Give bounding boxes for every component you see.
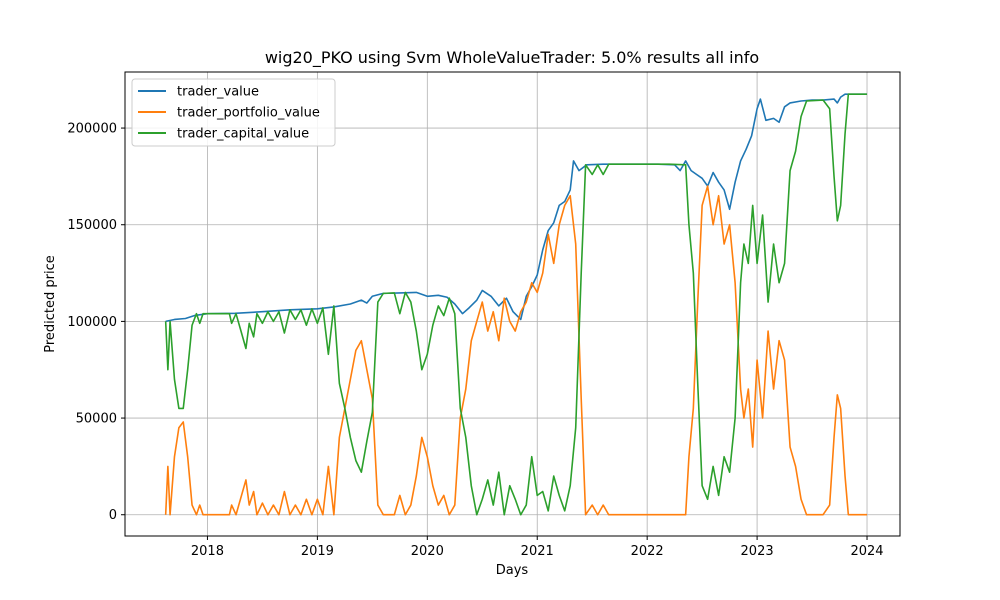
y-axis-label: Predicted price — [43, 255, 58, 353]
y-tick-label: 150000 — [67, 218, 117, 233]
x-tick-label: 2018 — [191, 544, 224, 559]
x-axis-label: Days — [496, 563, 529, 578]
x-tick-label: 2019 — [301, 544, 334, 559]
legend-label: trader_portfolio_value — [177, 106, 320, 121]
y-tick-label: 0 — [109, 508, 117, 523]
legend: trader_value trader_portfolio_valuetrader… — [131, 78, 336, 147]
y-axis-ticks: 0 50000 100000 150000 200000 — [67, 122, 125, 523]
series-lines — [164, 93, 868, 516]
series-line-trader-value — [165, 93, 868, 323]
plot-area-frame — [124, 71, 901, 537]
chart-title: wig20_PKO using Svm WholeValueTrader: 5.… — [265, 48, 759, 68]
legend-label: trader_value — [177, 85, 259, 100]
y-tick-label: 100000 — [67, 315, 117, 330]
x-axis-ticks: 2018 2019 2020 2021 2022 2023 2024 — [191, 536, 884, 559]
grid — [125, 72, 900, 536]
series-line-trader-portfolio-value — [164, 185, 868, 516]
x-tick-label: 2024 — [850, 544, 883, 559]
x-tick-label: 2022 — [631, 544, 664, 559]
legend-label: trader_capital_value — [177, 127, 309, 142]
x-tick-label: 2020 — [411, 544, 444, 559]
y-tick-label: 50000 — [76, 412, 117, 427]
legend-box — [131, 78, 336, 147]
y-tick-label: 200000 — [67, 122, 117, 137]
series-line-trader-capital-value — [164, 93, 868, 516]
x-tick-label: 2023 — [741, 544, 774, 559]
x-tick-label: 2021 — [521, 544, 554, 559]
